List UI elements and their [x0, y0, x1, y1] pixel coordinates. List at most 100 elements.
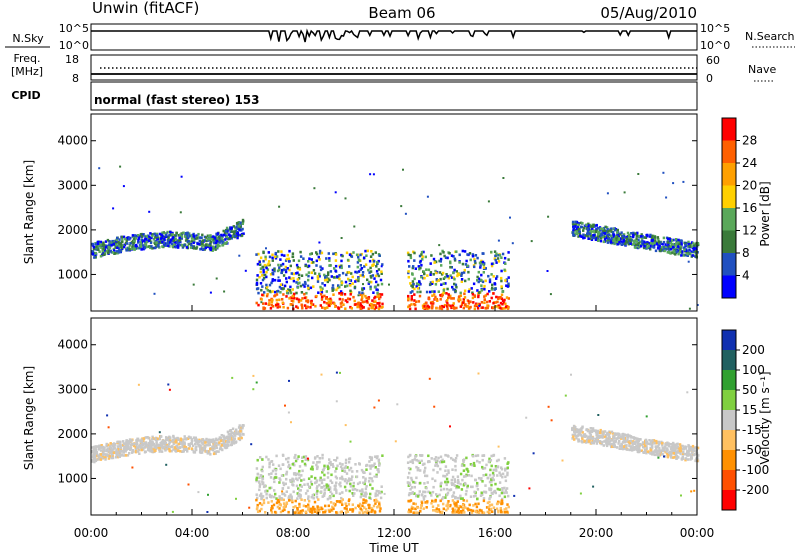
heatmap-cell — [671, 450, 674, 454]
heatmap-cell — [139, 233, 143, 236]
heatmap-cell — [456, 478, 460, 482]
heatmap-cell — [668, 251, 671, 254]
heatmap-cell — [305, 291, 308, 295]
heatmap-cell — [291, 252, 295, 255]
heatmap-cell — [413, 251, 416, 255]
heatmap-cell — [670, 239, 674, 242]
heatmap-cell — [442, 474, 445, 478]
heatmap-cell — [653, 442, 656, 445]
ytick-label: 3000 — [57, 178, 88, 192]
heatmap-cell — [431, 281, 434, 284]
heatmap-cell — [257, 252, 260, 256]
heatmap-cell — [318, 510, 321, 514]
heatmap-cell — [453, 502, 456, 506]
heatmap-cell — [321, 495, 324, 498]
heatmap-cell — [434, 260, 438, 264]
heatmap-cell — [695, 254, 698, 258]
freq-tick-top: 18 — [65, 53, 79, 66]
heatmap-cell — [599, 227, 602, 230]
heatmap-cell — [344, 478, 347, 481]
heatmap-cell — [612, 239, 615, 243]
heatmap-cell — [306, 299, 310, 302]
heatmap-cell — [690, 245, 693, 248]
heatmap-cell — [371, 306, 374, 310]
heatmap-cell — [441, 271, 445, 275]
heatmap-cell — [270, 281, 273, 285]
heatmap-cell — [261, 482, 264, 486]
heatmap-cell — [459, 294, 462, 297]
heatmap-cell — [171, 510, 174, 513]
heatmap-cell — [437, 290, 440, 293]
heatmap-cell — [444, 453, 447, 457]
heatmap-cell — [620, 447, 623, 450]
heatmap-cell — [669, 247, 673, 251]
heatmap-cell — [481, 480, 484, 483]
heatmap-cell — [280, 271, 283, 275]
heatmap-cell — [296, 297, 299, 301]
heatmap-cell — [473, 294, 476, 297]
heatmap-cell — [278, 305, 282, 309]
heatmap-cell — [475, 505, 479, 509]
heatmap-cell — [481, 454, 484, 457]
heatmap-cell — [620, 243, 623, 246]
heatmap-cell — [332, 465, 335, 468]
heatmap-cell — [462, 271, 466, 274]
heatmap-cell — [162, 231, 165, 234]
heatmap-cell — [255, 467, 259, 470]
heatmap-cell — [131, 466, 134, 469]
heatmap-cell — [165, 443, 169, 447]
heatmap-cell — [123, 243, 127, 247]
heatmap-cell — [292, 279, 296, 283]
heatmap-cell — [690, 454, 693, 457]
heatmap-cell — [252, 388, 255, 391]
heatmap-cell — [630, 232, 633, 235]
colorbar-swatch — [722, 253, 736, 276]
heatmap-cell — [561, 459, 564, 462]
heatmap-cell — [495, 295, 498, 299]
heatmap-cell — [301, 297, 304, 300]
heatmap-cell — [109, 245, 112, 248]
heatmap-cell — [333, 302, 336, 305]
heatmap-cell — [685, 452, 689, 456]
heatmap-cell — [436, 299, 439, 302]
heatmap-cell — [137, 234, 140, 237]
heatmap-cell — [651, 446, 654, 449]
heatmap-cell — [491, 283, 494, 287]
heatmap-cell — [294, 511, 297, 515]
heatmap-cell — [368, 472, 372, 476]
heatmap-cell — [215, 446, 218, 450]
heatmap-cell — [688, 445, 691, 449]
heatmap-cell — [340, 475, 344, 479]
heatmap-cell — [691, 250, 695, 253]
heatmap-cell — [352, 494, 355, 497]
heatmap-cell — [255, 301, 258, 305]
heatmap-cell — [435, 279, 438, 283]
heatmap-cell — [676, 245, 680, 248]
heatmap-cell — [409, 510, 412, 513]
heatmap-cell — [310, 510, 314, 513]
heatmap-cell — [442, 251, 445, 254]
heatmap-cell — [279, 478, 282, 482]
heatmap-cell — [381, 263, 384, 266]
heatmap-cell — [503, 491, 506, 495]
heatmap-cell — [638, 234, 641, 238]
heatmap-cell — [622, 242, 625, 246]
heatmap-cell — [349, 284, 352, 287]
heatmap-cell — [671, 243, 675, 247]
heatmap-cell — [315, 264, 318, 267]
heatmap-cell — [149, 246, 152, 250]
heatmap-cell — [260, 301, 263, 304]
heatmap-cell — [106, 443, 110, 447]
nsky-tick-top: 10^5 — [59, 22, 89, 35]
heatmap-cell — [444, 276, 447, 279]
heatmap-cell — [335, 476, 339, 480]
heatmap-cell — [185, 236, 188, 239]
heatmap-cell — [570, 373, 572, 376]
heatmap-cell — [168, 234, 171, 237]
heatmap-cell — [602, 444, 605, 447]
heatmap-cell — [478, 511, 481, 514]
heatmap-cell — [463, 250, 467, 253]
heatmap-cell — [574, 225, 577, 228]
heatmap-cell — [645, 439, 648, 443]
heatmap-cell — [257, 303, 260, 307]
